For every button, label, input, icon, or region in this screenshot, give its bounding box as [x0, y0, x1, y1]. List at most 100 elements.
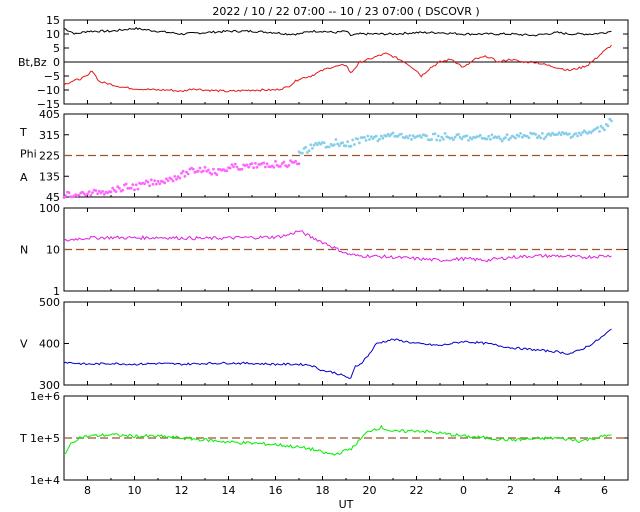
data-point-theta: [509, 136, 512, 140]
data-point-phi: [91, 191, 94, 195]
data-point-theta: [536, 136, 539, 140]
y-tick-label: 0: [53, 56, 60, 69]
data-point-theta: [519, 132, 522, 135]
data-point-phi: [136, 187, 140, 191]
data-point-phi: [171, 179, 175, 183]
data-point-phi: [250, 162, 254, 166]
data-point-theta: [312, 143, 316, 147]
data-point-phi: [183, 175, 187, 178]
data-point-phi: [154, 182, 158, 186]
data-point-phi: [245, 163, 249, 167]
x-tick-label: 16: [269, 484, 283, 497]
data-point-phi: [235, 165, 239, 169]
data-point-theta: [384, 134, 388, 138]
data-point-theta: [311, 146, 314, 150]
data-point-theta: [363, 136, 366, 139]
data-point-theta: [457, 133, 460, 136]
y-tick-label: −10: [37, 84, 60, 97]
data-point-theta: [435, 138, 438, 142]
data-point-phi: [131, 183, 135, 187]
panel-speed: 500 400 300 V: [20, 296, 629, 392]
data-point-phi: [232, 165, 235, 169]
data-point-phi: [265, 162, 269, 166]
x-tick-label: 4: [554, 484, 561, 497]
data-point-theta: [374, 134, 378, 138]
y-axis-label: Phi: [20, 148, 37, 161]
data-point-theta: [438, 139, 442, 142]
data-point-theta: [478, 133, 482, 137]
data-point-phi: [272, 165, 276, 169]
data-point-theta: [442, 137, 445, 141]
data-point-phi: [158, 182, 162, 186]
data-point-phi: [247, 165, 251, 169]
data-point-theta: [539, 136, 543, 140]
data-point-theta: [453, 135, 457, 139]
data-point-theta: [579, 133, 583, 137]
y-tick-label: −15: [37, 98, 60, 111]
data-point-theta: [396, 134, 400, 138]
data-point-theta: [349, 144, 353, 148]
data-point-phi: [180, 171, 183, 175]
data-point-theta: [425, 134, 428, 138]
x-tick-label: 6: [601, 484, 608, 497]
data-point-theta: [307, 149, 311, 153]
data-point-theta: [327, 145, 331, 149]
data-point-theta: [381, 136, 385, 140]
x-tick-label: 22: [410, 484, 424, 497]
data-point-phi: [287, 164, 291, 167]
series-line-bz: [63, 44, 612, 93]
data-point-theta: [378, 137, 381, 141]
data-point-theta: [470, 137, 474, 141]
data-point-phi: [191, 167, 195, 171]
data-point-phi: [134, 183, 138, 187]
data-point-theta: [557, 131, 561, 135]
data-point-theta: [366, 134, 370, 138]
x-tick-label: 8: [84, 484, 91, 497]
data-point-phi: [254, 161, 257, 165]
data-point-theta: [436, 134, 440, 138]
y-tick-label: 10: [46, 28, 60, 41]
data-point-phi: [201, 169, 205, 173]
data-point-theta: [406, 136, 410, 140]
data-point-theta: [571, 135, 574, 138]
data-point-theta: [576, 134, 579, 138]
data-point-theta: [497, 135, 501, 139]
y-tick-label: 300: [39, 379, 60, 392]
data-point-phi: [198, 166, 202, 170]
x-tick-label: 0: [460, 484, 467, 497]
data-point-theta: [344, 144, 348, 148]
data-point-theta: [534, 133, 538, 136]
data-point-theta: [319, 142, 323, 146]
data-point-phi: [282, 160, 286, 164]
data-point-theta: [606, 124, 610, 128]
data-point-theta: [589, 131, 593, 135]
data-point-theta: [369, 135, 373, 139]
data-point-theta: [400, 132, 403, 136]
data-point-phi: [252, 166, 256, 170]
y-axis-label: T: [19, 432, 27, 445]
data-point-phi: [175, 177, 178, 181]
y-tick-label: 135: [39, 170, 60, 183]
data-point-phi: [170, 177, 173, 181]
data-point-phi: [279, 165, 282, 168]
data-point-phi: [186, 172, 190, 176]
data-point-theta: [443, 132, 447, 135]
panel-frame: [63, 301, 629, 386]
data-point-theta: [433, 132, 437, 136]
data-point-theta: [598, 130, 601, 133]
data-point-theta: [485, 137, 489, 141]
data-point-phi: [230, 163, 234, 167]
data-point-theta: [304, 145, 308, 149]
chart-panels: 151050−5−10−15Bt,Bz40531522513545TPhiA10…: [18, 14, 629, 497]
data-point-phi: [102, 193, 106, 196]
data-point-phi: [148, 184, 152, 188]
data-point-theta: [487, 134, 491, 138]
y-tick-label: −5: [44, 70, 60, 83]
y-axis-label: Bt,Bz: [18, 56, 47, 69]
data-point-theta: [358, 141, 361, 145]
series-line-density: [63, 230, 612, 263]
y-axis-label: T: [19, 126, 27, 139]
y-tick-label: 225: [39, 150, 60, 163]
data-point-phi: [96, 192, 99, 196]
data-point-theta: [452, 138, 455, 142]
